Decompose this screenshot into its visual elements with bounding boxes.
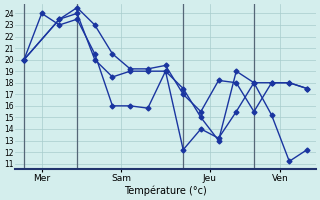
X-axis label: Température (°c): Température (°c) xyxy=(124,185,207,196)
